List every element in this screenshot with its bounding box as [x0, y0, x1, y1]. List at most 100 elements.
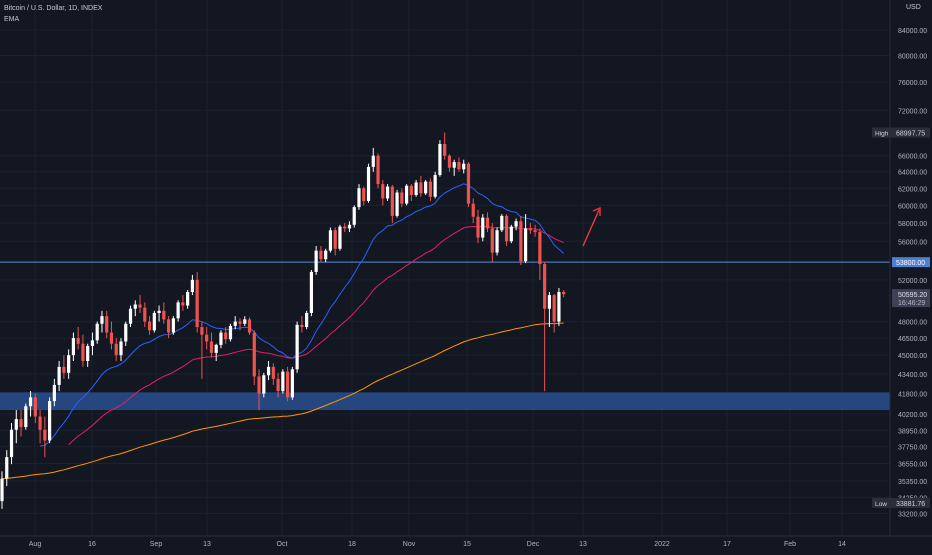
- time-tick-label: Dec: [527, 541, 540, 548]
- candle-body: [205, 334, 209, 342]
- symbol-title: Bitcoin / U.S. Dollar, 1D, INDEX: [4, 5, 103, 12]
- time-tick-label: 15: [463, 541, 471, 548]
- candle-body: [295, 324, 299, 370]
- candle-body: [314, 250, 318, 272]
- candle-body: [114, 343, 118, 356]
- candle-body: [252, 332, 256, 377]
- candle-body: [338, 226, 342, 249]
- currency-label[interactable]: USD: [906, 4, 921, 11]
- candle-body: [409, 185, 413, 196]
- grid: [0, 0, 890, 536]
- candle-body: [71, 338, 75, 356]
- candle-body: [200, 327, 204, 335]
- price-tick-label: 40200.00: [898, 412, 927, 419]
- candle-body: [24, 406, 28, 428]
- candle-body: [324, 250, 328, 260]
- candle-body: [328, 230, 333, 251]
- candle-body: [0, 478, 4, 502]
- resistance-price-tag[interactable]: [892, 257, 930, 268]
- candle-body: [504, 215, 509, 242]
- candle-body: [300, 324, 304, 328]
- candle-body: [557, 292, 561, 322]
- price-tick-label: 43400.00: [898, 372, 927, 379]
- candle-body: [547, 295, 551, 309]
- candles: [0, 132, 566, 509]
- candle-body: [157, 310, 161, 313]
- resistance-price-value: 53800.00: [896, 260, 925, 267]
- candle-body: [333, 230, 337, 249]
- time-tick-label: 13: [203, 541, 211, 548]
- candle-body: [476, 216, 480, 238]
- price-tick-label: 66000.00: [898, 154, 927, 161]
- high-label: High: [875, 131, 889, 138]
- candle-body: [443, 144, 447, 156]
- high-label-tag: [872, 127, 892, 138]
- high-price-value: 68997.75: [896, 131, 925, 138]
- candle-body: [238, 321, 242, 324]
- candle-body: [552, 295, 556, 322]
- candle-body: [109, 332, 114, 344]
- candle-body: [538, 232, 542, 265]
- candle-body: [124, 323, 128, 342]
- candle-body: [171, 318, 175, 333]
- price-axis[interactable]: 84000.00 80000.00 76000.00 72000.00 High 6899…: [872, 28, 930, 519]
- bar-countdown: 16:46:29: [898, 300, 925, 307]
- candle-body: [519, 221, 523, 262]
- candle-body: [62, 366, 66, 373]
- price-tick-label: 62000.00: [898, 186, 927, 193]
- candle-body: [424, 181, 428, 194]
- candle-body: [176, 302, 180, 319]
- price-tick-label: 76000.00: [898, 80, 927, 87]
- candle-body: [405, 185, 409, 204]
- candle-body: [43, 429, 47, 441]
- candle-body: [290, 369, 294, 398]
- candle-body: [319, 250, 323, 260]
- candle-body: [305, 312, 309, 328]
- indicator-label[interactable]: EMA: [4, 16, 20, 23]
- price-tick-label: 56000.00: [898, 239, 927, 246]
- candle-body: [95, 323, 99, 341]
- candle-body: [147, 321, 152, 331]
- candle-body: [143, 307, 147, 322]
- arrow-up-icon[interactable]: [582, 209, 600, 247]
- candle-body: [438, 144, 442, 176]
- candle-body: [243, 319, 247, 324]
- candle-body: [214, 344, 218, 353]
- candle-body: [428, 181, 432, 197]
- candle-body: [14, 419, 18, 430]
- candle-body: [247, 319, 252, 333]
- candle-body: [466, 163, 471, 204]
- time-tick-label: Feb: [784, 541, 796, 548]
- candle-body: [495, 230, 499, 253]
- candle-body: [133, 304, 137, 309]
- time-axis[interactable]: Aug 16 Sep 13 Oct 18 Nov 15 Dec 13 2022 17 Feb 14: [29, 541, 846, 548]
- candle-body: [452, 162, 456, 168]
- candle-body: [362, 188, 366, 202]
- candle-body: [371, 155, 375, 167]
- candle-body: [457, 162, 461, 170]
- candle-body: [81, 343, 85, 361]
- candle-body: [357, 188, 361, 208]
- last-price-tag[interactable]: [892, 289, 930, 308]
- candle-body: [233, 321, 237, 326]
- annotations[interactable]: [582, 206, 601, 247]
- time-tick-label: 2022: [654, 541, 670, 548]
- price-tick-label: 46500.00: [898, 336, 927, 343]
- candle-body: [309, 271, 313, 313]
- candle-body: [38, 416, 42, 430]
- high-price-tag: [892, 127, 930, 138]
- candle-body: [86, 345, 90, 361]
- candle-body: [471, 203, 475, 217]
- support-zone[interactable]: [0, 392, 890, 411]
- candle-body: [343, 226, 347, 229]
- candle-body: [271, 366, 275, 379]
- candle-body: [500, 215, 504, 231]
- candle-body: [262, 375, 266, 394]
- candle-body: [385, 186, 390, 199]
- time-tick-label: Aug: [29, 541, 42, 548]
- price-tick-label: 64000.00: [898, 170, 927, 177]
- candle-body: [462, 163, 466, 170]
